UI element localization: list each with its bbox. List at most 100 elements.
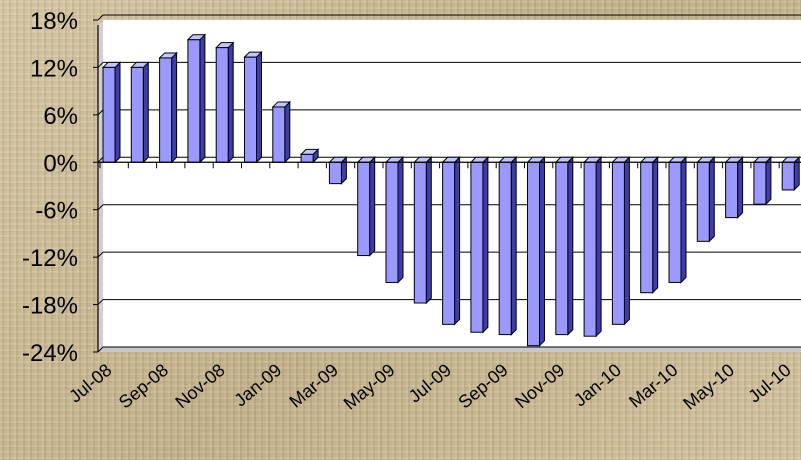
gridline-side (97, 251, 104, 258)
gridline-side (97, 346, 104, 353)
bar (724, 156, 744, 219)
bar (469, 156, 490, 334)
x-tick-label: Sep-08 (115, 360, 172, 413)
plot-side-wall (98, 20, 103, 352)
x-tick-label: Mar-10 (625, 360, 682, 412)
bar-side (737, 156, 744, 219)
bar (497, 156, 518, 336)
bar (130, 61, 150, 164)
bar (526, 156, 546, 347)
bar (299, 148, 320, 164)
x-tick-label: Jan-09 (230, 360, 285, 411)
x-tick-label: Nov-08 (171, 360, 228, 413)
bar-front (611, 161, 625, 325)
bar-front (753, 161, 767, 205)
gridline-side (97, 62, 104, 68)
bar (582, 156, 603, 338)
bar-front (555, 161, 569, 336)
y-tick-label: 0% (43, 150, 78, 177)
bar-front (413, 161, 427, 304)
y-tick-label: -18% (22, 293, 78, 320)
bar (328, 156, 348, 185)
bar-side (680, 156, 687, 284)
bar (696, 156, 716, 243)
bar-front (498, 161, 512, 336)
x-tick-label: Jan-10 (570, 360, 625, 411)
bar-front (442, 161, 456, 325)
bar-side (199, 33, 206, 164)
bar-front (130, 66, 144, 163)
x-tick-label: Mar-09 (285, 360, 342, 412)
bar (271, 100, 292, 164)
bar-front (725, 161, 739, 219)
bar-front (470, 161, 484, 333)
y-tick-label: -12% (22, 245, 78, 272)
bar (158, 51, 178, 164)
gridline-side (97, 299, 104, 305)
bar-side (623, 156, 630, 326)
axes (93, 19, 801, 353)
bar (780, 156, 801, 192)
bar (186, 33, 207, 164)
bar-side (256, 50, 262, 164)
bar (667, 156, 688, 284)
gridline-side (97, 156, 104, 163)
bar-side (142, 61, 149, 164)
x-tick-label: Nov-09 (511, 360, 568, 413)
bar-front (781, 161, 795, 191)
bar-front (272, 106, 286, 163)
bar (413, 156, 433, 305)
bar-side (652, 156, 659, 294)
bar-front (357, 161, 371, 257)
bar-side (397, 156, 404, 284)
bar-side (114, 61, 121, 164)
bar-side (595, 156, 602, 338)
bar-front (102, 66, 116, 163)
bar (611, 156, 631, 326)
y-tick-label: 12% (30, 55, 78, 82)
bar-front (527, 161, 540, 347)
bar-front (668, 161, 682, 283)
x-tick-label: Sep-09 (454, 360, 511, 413)
bar-front (300, 153, 314, 163)
bar (752, 156, 773, 206)
bar-front (583, 161, 597, 337)
x-tick-label: Jul-09 (405, 360, 455, 407)
bar-side (425, 156, 432, 305)
bar-side (765, 156, 772, 206)
bar-side (510, 156, 517, 336)
bar-front (159, 57, 173, 163)
bar-side (482, 156, 489, 334)
bar-front (696, 161, 710, 242)
y-axis-tick-labels: 18% 12% 6% 0% -6% -12% -18% -24% (22, 8, 78, 367)
y-tick-label: 6% (43, 103, 78, 130)
bar-front (385, 161, 399, 283)
bar-side (454, 156, 461, 326)
bar-side (539, 156, 545, 347)
bar (384, 156, 405, 284)
bar-front (328, 161, 342, 185)
bar-front (640, 161, 654, 294)
bar (639, 156, 659, 294)
bar-side (708, 156, 715, 243)
bar (214, 41, 235, 164)
bar (243, 50, 263, 164)
bar-side (171, 51, 178, 164)
bar-series (101, 33, 801, 347)
bar (101, 61, 122, 164)
gridline-side (97, 109, 104, 116)
bar-front (187, 39, 201, 163)
y-tick-label: -6% (35, 198, 78, 225)
bar (441, 156, 461, 326)
x-tick-label: May-10 (679, 360, 738, 414)
bar-front (215, 47, 229, 163)
bar-side (227, 41, 234, 164)
bar-front (244, 56, 257, 163)
bar (356, 156, 376, 257)
x-tick-label: May-09 (340, 360, 399, 414)
gridline-side (97, 14, 104, 21)
plot-floor (98, 347, 801, 352)
y-tick-label: -24% (22, 340, 78, 367)
